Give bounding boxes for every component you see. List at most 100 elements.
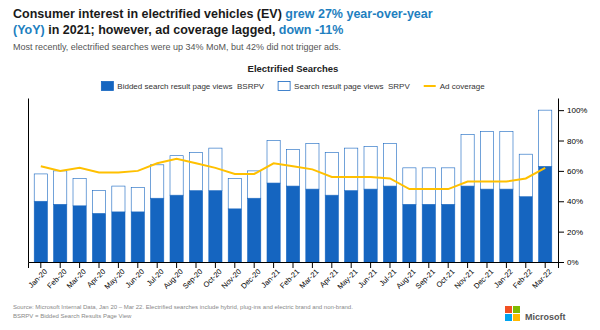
bar bbox=[539, 166, 552, 262]
logo-text: Microsoft bbox=[525, 312, 566, 322]
x-tick: Feb-20 bbox=[45, 262, 68, 290]
bar bbox=[131, 212, 144, 262]
bar bbox=[364, 189, 377, 262]
legend-item: Ad coverage bbox=[424, 82, 485, 91]
bar bbox=[151, 165, 164, 198]
bar bbox=[442, 204, 455, 262]
x-tick: Feb-22 bbox=[511, 262, 534, 290]
x-tick-mark bbox=[545, 262, 546, 268]
x-tick-mark bbox=[448, 262, 449, 268]
bar bbox=[480, 189, 493, 262]
legend-label: Ad coverage bbox=[440, 82, 485, 91]
y2-tick-label: 0% bbox=[567, 258, 579, 267]
bar bbox=[519, 197, 532, 262]
y2-tick: 80% bbox=[558, 137, 583, 146]
bar bbox=[228, 209, 241, 262]
y2-axis-line bbox=[558, 99, 559, 263]
headline-segment: Consumer interest in electrified vehicle… bbox=[13, 7, 285, 21]
x-tick-label: Jun-21 bbox=[356, 267, 379, 290]
bar bbox=[461, 186, 474, 262]
bar bbox=[364, 147, 377, 190]
bar bbox=[170, 156, 183, 195]
x-tick: Dec-20 bbox=[239, 262, 262, 291]
y2-tick-mark bbox=[558, 201, 564, 202]
bar bbox=[54, 171, 67, 204]
x-tick: Jun-21 bbox=[356, 262, 379, 290]
plot: Jan-20Feb-20Mar-20Apr-20May-20Jun-20Jul-… bbox=[27, 99, 588, 292]
x-tick-label: Dec-21 bbox=[472, 267, 495, 290]
subtitle: Most recently, electrified searches were… bbox=[13, 42, 341, 52]
bar bbox=[422, 204, 435, 262]
headline-segment: in 2021; however, ad coverage lagged, bbox=[45, 23, 279, 37]
bar bbox=[209, 191, 222, 262]
bar bbox=[539, 110, 552, 166]
bar bbox=[325, 195, 338, 262]
x-tick-mark bbox=[176, 262, 177, 268]
x-tick-mark bbox=[99, 262, 100, 268]
x-tick-label: Aug-21 bbox=[394, 267, 417, 290]
bar bbox=[267, 141, 280, 184]
bar bbox=[383, 144, 396, 187]
y2-tick-mark bbox=[558, 232, 564, 233]
x-tick: Mar-22 bbox=[530, 262, 553, 290]
bar bbox=[170, 195, 183, 262]
bar bbox=[73, 178, 86, 205]
x-tick: Aug-21 bbox=[394, 262, 417, 291]
x-tick-mark bbox=[351, 262, 352, 268]
x-tick-mark bbox=[389, 262, 390, 268]
x-tick-label: Mar-22 bbox=[530, 267, 553, 290]
logo-square bbox=[513, 314, 520, 321]
x-tick: Mar-20 bbox=[65, 262, 88, 290]
bar bbox=[34, 201, 47, 262]
x-tick-label: Jan-22 bbox=[492, 267, 515, 290]
line bbox=[41, 159, 545, 189]
y-axis-line bbox=[28, 99, 29, 263]
x-tick-mark bbox=[137, 262, 138, 268]
bar bbox=[131, 188, 144, 212]
headline-segment: down -11% bbox=[279, 23, 344, 37]
chart-title: Electrified Searches bbox=[248, 63, 339, 74]
legend-label: Search result page views SRPV bbox=[294, 82, 410, 91]
bar bbox=[151, 198, 164, 262]
bar bbox=[34, 174, 47, 201]
bar bbox=[248, 198, 261, 262]
x-tick-label: Jan-21 bbox=[259, 267, 282, 290]
bar bbox=[306, 189, 319, 262]
bar bbox=[286, 186, 299, 262]
bar bbox=[306, 144, 319, 190]
x-tick-mark bbox=[293, 262, 294, 268]
bar bbox=[54, 204, 67, 262]
x-tick-mark bbox=[525, 262, 526, 268]
x-tick-mark bbox=[60, 262, 61, 268]
bar bbox=[480, 131, 493, 189]
source-note: Source: Microsoft Internal Data, Jan 20 … bbox=[13, 304, 353, 310]
x-tick: May-20 bbox=[103, 262, 127, 291]
y2-tick-label: 20% bbox=[567, 228, 583, 237]
source-note: BSRPV = Bidded Search Results Page View bbox=[13, 313, 132, 319]
x-tick-label: Feb-20 bbox=[45, 267, 68, 290]
x-tick-label: Mar-20 bbox=[65, 267, 88, 290]
logo-square bbox=[505, 314, 512, 321]
y-axis bbox=[28, 99, 29, 263]
x-tick-mark bbox=[506, 262, 507, 268]
x-tick-mark bbox=[486, 262, 487, 268]
x-axis: Jan-20Feb-20Mar-20Apr-20May-20Jun-20Jul-… bbox=[27, 262, 559, 291]
headline-segment: grew 27% year-over-year bbox=[285, 7, 432, 21]
x-tick-label: Nov-21 bbox=[452, 267, 475, 290]
x-tick: Mar-21 bbox=[298, 262, 321, 290]
y2-tick: 60% bbox=[558, 167, 583, 176]
y2-tick-label: 60% bbox=[567, 167, 583, 176]
x-tick-mark bbox=[254, 262, 255, 268]
chart: Consumer interest in electrified vehicle… bbox=[0, 0, 600, 330]
marks bbox=[34, 110, 552, 262]
x-tick-mark bbox=[370, 262, 371, 268]
x-tick: Aug-20 bbox=[161, 262, 184, 291]
x-tick-mark bbox=[428, 262, 429, 268]
y2-tick-mark bbox=[558, 141, 564, 142]
x-tick-label: Sep-20 bbox=[181, 267, 204, 290]
headline: (YoY) in 2021; however, ad coverage lagg… bbox=[13, 23, 343, 37]
legend-swatch bbox=[278, 82, 290, 91]
x-tick-label: May-20 bbox=[103, 267, 127, 291]
x-tick-mark bbox=[40, 262, 41, 268]
logo-square bbox=[513, 306, 520, 313]
